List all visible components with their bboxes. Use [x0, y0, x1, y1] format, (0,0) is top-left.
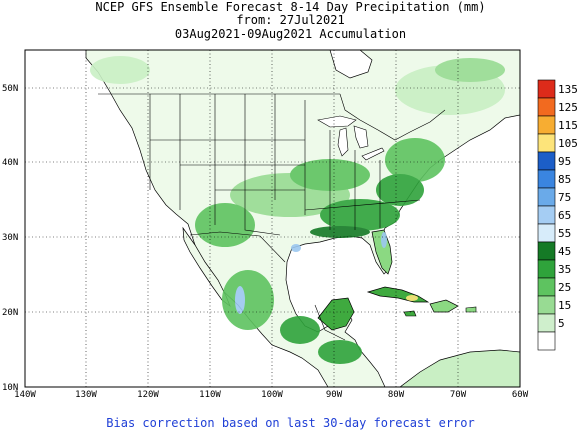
- title-line-3: 03Aug2021-09Aug2021 Accumulation: [174, 27, 407, 41]
- lake-superior: [317, 115, 357, 128]
- colorbar-label: 65: [558, 209, 571, 222]
- colorbar-swatch: [537, 97, 556, 117]
- precip-texas-coast-blue: [291, 244, 301, 252]
- lake-huron: [353, 125, 369, 149]
- graticule: [25, 50, 520, 387]
- colorbar-label: 115: [558, 119, 578, 132]
- latitude-labels: 10N 20N 30N 40N 50N: [2, 84, 18, 393]
- bias-correction-note: Bias correction based on last 30-day for…: [106, 416, 475, 430]
- lat-label: 50N: [2, 84, 18, 94]
- precip-layer: [90, 56, 505, 364]
- colorbar-label: 135: [558, 83, 578, 96]
- colorbar-swatch: [537, 331, 556, 351]
- precip-midatlantic: [376, 174, 424, 206]
- puerto-rico: [465, 306, 477, 313]
- precip-gulf-coast: [310, 226, 370, 238]
- lon-label: 110W: [199, 390, 221, 400]
- colorbar: 135 125 115 105 95 85 75 65 55 45 35 25 15 5: [537, 79, 578, 351]
- precip-canada-west: [90, 56, 150, 84]
- precip-southwest: [195, 203, 255, 247]
- south-america: [399, 349, 520, 387]
- lake-michigan: [337, 127, 349, 157]
- colorbar-label: 15: [558, 299, 571, 312]
- colorbar-swatch: [537, 151, 556, 171]
- colorbar-swatch: [537, 205, 556, 225]
- colorbar-swatch: [537, 259, 556, 279]
- precip-northeast: [385, 138, 445, 182]
- colorbar-label: 55: [558, 227, 571, 240]
- colorbar-swatch: [537, 79, 556, 99]
- precip-cuba-yellow: [406, 295, 418, 301]
- longitude-labels: 140W 130W 120W 110W 100W 90W 80W 70W 60W: [14, 390, 529, 400]
- title-line-2: from: 27Jul2021: [236, 13, 345, 27]
- lon-label: 80W: [388, 390, 405, 400]
- colorbar-swatch: [537, 241, 556, 261]
- precip-mexico-west: [222, 270, 274, 330]
- precip-florida-blue: [381, 232, 387, 248]
- precip-central-america: [318, 340, 362, 364]
- colorbar-swatch: [537, 313, 556, 333]
- title-line-1: NCEP GFS Ensemble Forecast 8-14 Day Prec…: [95, 0, 486, 14]
- precip-southeast: [320, 199, 400, 231]
- map-frame: [24, 49, 521, 388]
- lon-label: 100W: [261, 390, 283, 400]
- colorbar-label: 25: [558, 281, 571, 294]
- lon-label: 140W: [14, 390, 36, 400]
- hispaniola: [429, 299, 459, 313]
- colorbar-label: 125: [558, 101, 578, 114]
- colorbar-label: 95: [558, 155, 571, 168]
- lat-label: 10N: [2, 383, 18, 393]
- precip-quebec: [435, 58, 505, 82]
- land-layer: [85, 50, 520, 387]
- colorbar-label: 45: [558, 245, 571, 258]
- lon-label: 90W: [326, 390, 343, 400]
- colorbar-label: 105: [558, 137, 578, 150]
- lon-label: 130W: [75, 390, 97, 400]
- colorbar-swatch: [537, 295, 556, 315]
- lon-label: 60W: [512, 390, 529, 400]
- colorbar-label: 75: [558, 191, 571, 204]
- colorbar-swatch: [537, 115, 556, 135]
- lon-label: 70W: [450, 390, 467, 400]
- hudson-bay: [329, 50, 373, 79]
- precip-mexico-coast-blue: [235, 286, 245, 314]
- precip-mexico-south: [280, 316, 320, 344]
- lat-label: 40N: [2, 158, 18, 168]
- lat-label: 20N: [2, 308, 18, 318]
- colorbar-label: 5: [558, 317, 565, 330]
- lon-label: 120W: [137, 390, 159, 400]
- political-borders: [98, 93, 446, 341]
- colorbar-swatch: [537, 277, 556, 297]
- lake-erie: [361, 147, 385, 161]
- colorbar-swatch: [537, 133, 556, 153]
- colorbar-swatch: [537, 187, 556, 207]
- lat-label: 30N: [2, 233, 18, 243]
- colorbar-swatch: [537, 169, 556, 189]
- colorbar-label: 35: [558, 263, 571, 276]
- colorbar-swatch: [537, 223, 556, 243]
- colorbar-label: 85: [558, 173, 571, 186]
